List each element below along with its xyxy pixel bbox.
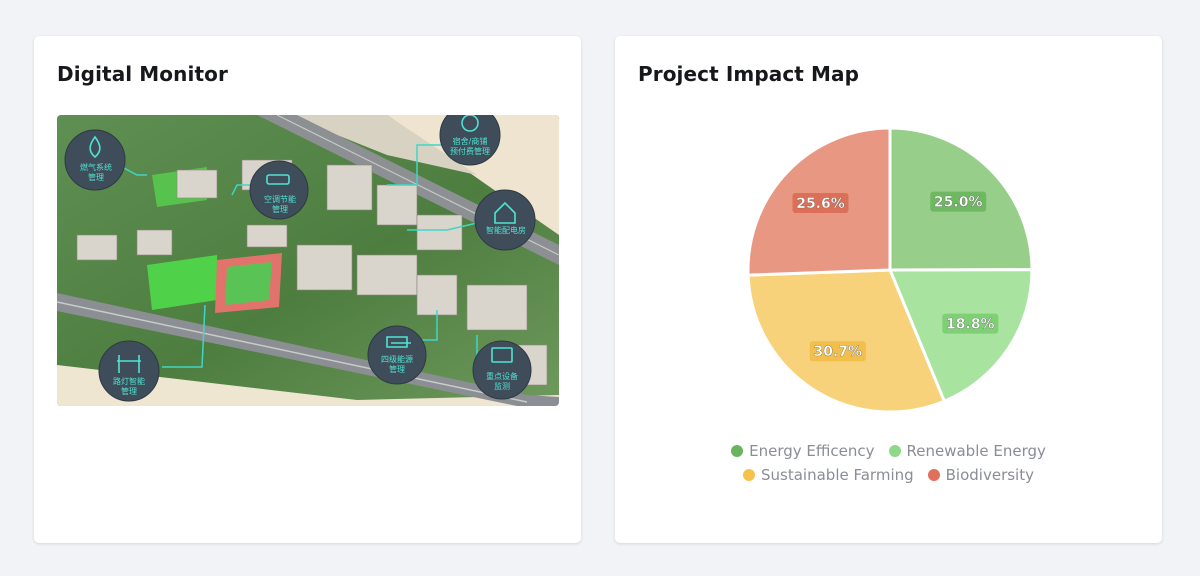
svg-text:30.7%: 30.7% xyxy=(814,344,863,360)
monitor-icon xyxy=(491,347,513,363)
yuan-refresh-icon xyxy=(461,115,479,132)
pie-slice[interactable] xyxy=(887,268,1034,404)
layers-icon xyxy=(386,336,411,348)
pie-chart: 25.0% 18.8% 30.7% 25.6% xyxy=(746,126,1034,414)
pie-data-label: 30.7% xyxy=(809,341,866,362)
callout-ac-label: 空调节能 管理 xyxy=(264,195,296,214)
svg-text:25.6%: 25.6% xyxy=(796,196,845,212)
callout-gas-label: 燃气系统 管理 xyxy=(80,163,112,182)
legend-dot-icon xyxy=(927,469,940,481)
legend-label: Energy Efficency xyxy=(749,442,875,460)
campus-map-image: 燃气系统 管理 空调节能 管理 宿舍/商铺 预付费管理 智能配电房 路灯智能 管… xyxy=(57,115,559,406)
pie-slice[interactable] xyxy=(746,268,947,414)
flame-icon xyxy=(89,135,101,159)
legend-label: Sustainable Farming xyxy=(761,466,914,484)
legend-label: Biodiversity xyxy=(945,466,1034,484)
legend-label: Renewable Energy xyxy=(906,442,1046,460)
legend-item[interactable]: Sustainable Farming xyxy=(743,466,914,484)
project-impact-card: Project Impact Map 25.0% 18.8% 30.7% 25.6% … xyxy=(615,36,1162,543)
legend-dot-icon xyxy=(888,445,901,457)
callout-prepaid-label: 宿舍/商铺 预付费管理 xyxy=(450,137,490,156)
callout-streetlight-label: 路灯智能 管理 xyxy=(113,377,145,396)
callout-energy-label: 四级能源 管理 xyxy=(381,355,413,374)
streetlight-icon xyxy=(117,355,141,373)
pie-data-label: 18.8% xyxy=(942,313,999,334)
legend-item[interactable]: Biodiversity xyxy=(927,466,1034,484)
pie-data-label: 25.0% xyxy=(930,191,987,212)
digital-monitor-card: Digital Monitor xyxy=(34,36,581,543)
callout-equipment-label: 重点设备 监测 xyxy=(486,372,518,391)
pie-data-label: 25.6% xyxy=(792,192,849,213)
card-title: Project Impact Map xyxy=(638,62,860,86)
house-power-icon xyxy=(494,201,516,224)
card-title: Digital Monitor xyxy=(57,62,228,86)
svg-text:25.0%: 25.0% xyxy=(934,195,983,211)
legend-item[interactable]: Energy Efficency xyxy=(731,442,875,460)
air-conditioner-icon xyxy=(266,174,290,185)
chart-legend: Energy Efficency Renewable Energy Sustain… xyxy=(615,442,1162,490)
legend-dot-icon xyxy=(743,469,756,481)
svg-text:18.8%: 18.8% xyxy=(946,317,995,333)
callout-power-room-label: 智能配电房 xyxy=(486,226,526,235)
legend-item[interactable]: Renewable Energy xyxy=(888,442,1046,460)
legend-dot-icon xyxy=(731,445,744,457)
